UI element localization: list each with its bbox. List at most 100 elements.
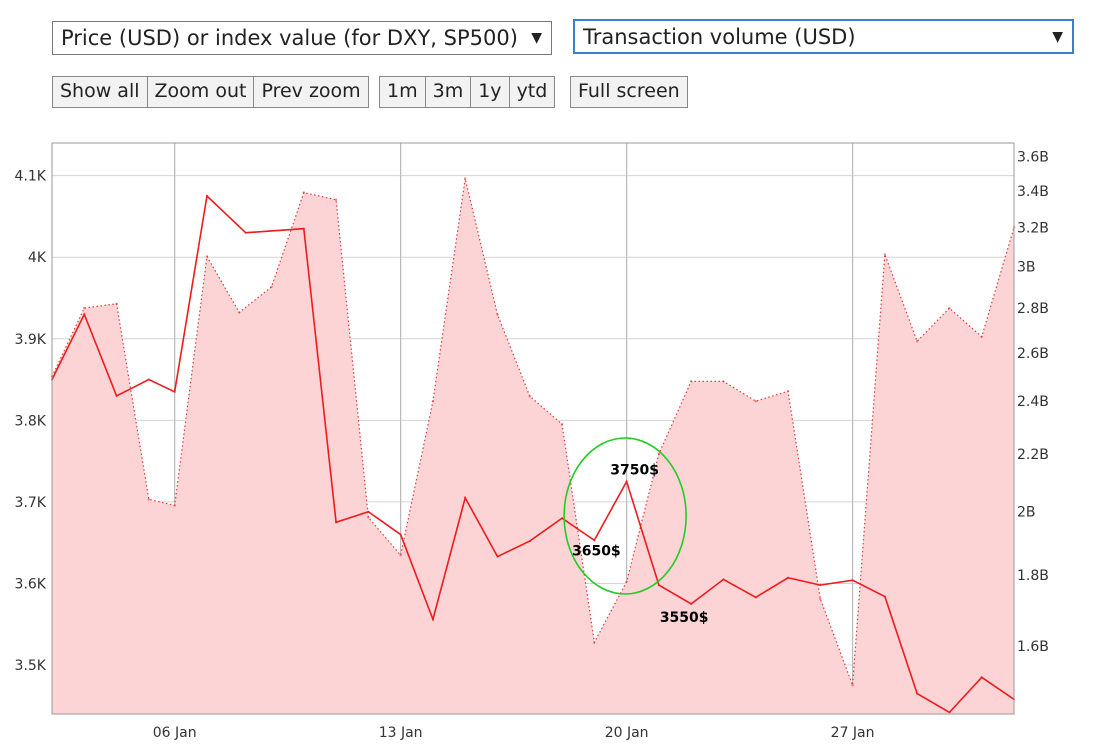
price-point xyxy=(147,378,150,381)
y-left-tick-label: 3.9K xyxy=(15,332,47,348)
price-point xyxy=(367,510,370,513)
volume-area xyxy=(52,178,1014,715)
price-point xyxy=(722,578,725,581)
show-all-button[interactable]: Show all xyxy=(53,77,148,107)
price-point xyxy=(561,517,564,520)
price-point xyxy=(980,676,983,679)
full-screen-button[interactable]: Full screen xyxy=(571,77,687,107)
y-left-tick-label: 3.8K xyxy=(15,413,47,429)
price-point xyxy=(431,618,434,621)
volume-point xyxy=(689,380,693,383)
y-right-tick-label: 3B xyxy=(1017,259,1036,275)
y-right-tick-label: 3.6B xyxy=(1017,149,1049,165)
price-point xyxy=(625,480,628,483)
volume-point xyxy=(399,553,402,557)
y-right-tick-label: 2.6B xyxy=(1017,346,1049,362)
volume-point xyxy=(915,340,919,343)
y-right-tick-label: 2.4B xyxy=(1017,394,1049,410)
price-point xyxy=(496,555,499,558)
volume-point xyxy=(431,400,435,403)
fullscreen-button-group: Full screen xyxy=(570,76,688,108)
volume-point xyxy=(464,177,467,180)
y-left-tick-label: 4K xyxy=(28,250,47,266)
price-point xyxy=(883,595,886,598)
prev-zoom-button[interactable]: Prev zoom xyxy=(254,77,368,107)
volume-point xyxy=(593,641,596,644)
price-point xyxy=(819,584,822,587)
x-tick-label: 13 Jan xyxy=(379,725,423,741)
annotation-label: 3550$ xyxy=(660,610,709,626)
volume-point xyxy=(819,597,822,601)
y-left-tick-label: 4.1K xyxy=(15,169,47,185)
y-left-tick-label: 3.7K xyxy=(15,495,47,511)
range-1y-button[interactable]: 1y xyxy=(471,77,510,107)
volume-area-layer xyxy=(50,177,1016,715)
volume-series-select-value: Transaction volume (USD) xyxy=(583,25,856,49)
price-point xyxy=(528,540,531,543)
volume-point xyxy=(270,285,273,289)
annotation-label: 3750$ xyxy=(610,463,659,479)
volume-point xyxy=(496,313,499,316)
plot-frame xyxy=(51,142,1015,715)
price-point xyxy=(115,394,118,397)
y-right-tick-label: 1.8B xyxy=(1017,568,1049,584)
volume-point xyxy=(147,498,151,501)
y-right-tick-label: 1.6B xyxy=(1017,639,1049,655)
volume-point xyxy=(173,504,176,507)
range-1m-button[interactable]: 1m xyxy=(380,77,426,107)
y-right-tick-label: 3.2B xyxy=(1017,220,1049,236)
y-right-tick-label: 2B xyxy=(1017,504,1036,520)
volume-point xyxy=(722,380,725,383)
price-point xyxy=(787,576,790,579)
volume-point xyxy=(83,306,86,310)
volume-point xyxy=(115,302,118,305)
chevron-down-icon: ▼ xyxy=(1052,29,1063,45)
volume-point xyxy=(367,516,370,519)
volume-point xyxy=(238,311,241,314)
y-right-tick-label: 2.8B xyxy=(1017,301,1049,317)
price-point xyxy=(948,711,951,714)
volume-point xyxy=(786,390,790,393)
volume-point xyxy=(883,253,887,256)
volume-point xyxy=(657,452,661,455)
price-point xyxy=(657,584,660,587)
axis-layer: 3.5K 3.6K 3.7K 3.8K 3.9K 4K 4.1K 06 Jan 13 Jan 20… xyxy=(15,142,1049,741)
zoom-out-button[interactable]: Zoom out xyxy=(147,77,255,107)
range-ytd-button[interactable]: ytd xyxy=(509,77,555,107)
price-point xyxy=(244,231,247,234)
price-series-line xyxy=(51,194,1015,714)
volume-point xyxy=(334,198,338,201)
y-right-tick-label: 2.2B xyxy=(1017,447,1049,463)
zoom-button-group: Show all Zoom out Prev zoom xyxy=(52,76,369,108)
volume-point xyxy=(560,423,564,426)
price-point xyxy=(754,596,757,599)
volume-series-select[interactable]: Transaction volume (USD) ▼ xyxy=(573,19,1074,54)
price-point xyxy=(83,313,86,316)
volume-point xyxy=(851,683,854,687)
price-point xyxy=(335,521,338,524)
volume-point xyxy=(302,191,305,194)
y-left-tick-label: 3.6K xyxy=(15,576,47,592)
x-tick-label: 20 Jan xyxy=(605,725,649,741)
volume-point xyxy=(754,400,757,403)
price-point xyxy=(173,390,176,393)
range-button-group: 1m 3m 1y ytd xyxy=(379,76,556,108)
price-point xyxy=(916,692,919,695)
price-point xyxy=(690,602,693,605)
price-series-select[interactable]: Price (USD) or index value (for DXY, SP5… xyxy=(52,21,552,55)
annotation-layer: 3750$ 3650$ 3550$ xyxy=(563,437,709,626)
annotation-circle xyxy=(563,437,687,595)
price-point xyxy=(593,539,596,542)
range-3m-button[interactable]: 3m xyxy=(425,77,472,107)
price-point xyxy=(464,496,467,499)
volume-point xyxy=(205,255,209,258)
x-tick-label: 27 Jan xyxy=(831,725,875,741)
annotation-label: 3650$ xyxy=(572,543,621,559)
volume-point xyxy=(625,580,628,583)
volume-point xyxy=(980,335,983,339)
price-point xyxy=(851,579,854,582)
x-tick-label: 06 Jan xyxy=(153,725,197,741)
y-left-tick-label: 3.5K xyxy=(15,658,47,674)
price-point xyxy=(302,227,305,230)
